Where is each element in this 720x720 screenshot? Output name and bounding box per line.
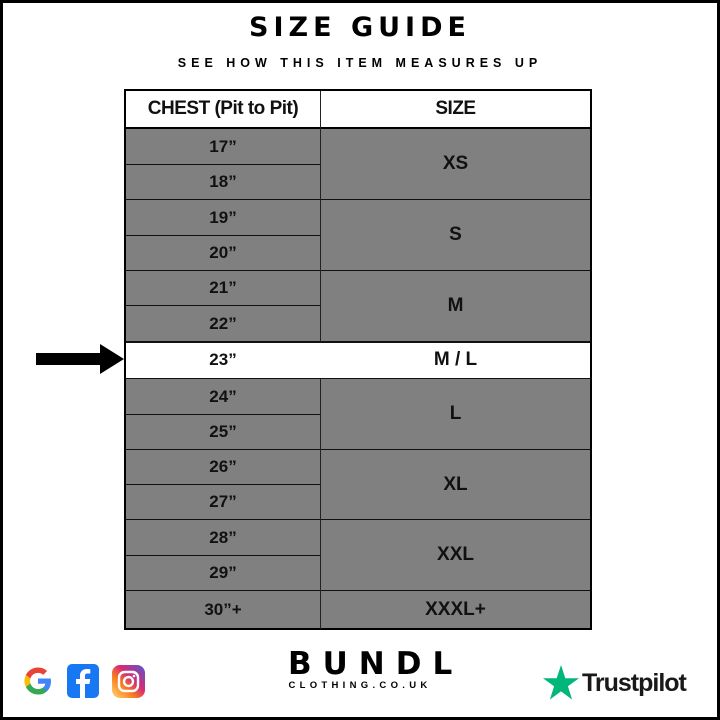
chest-cell: 28” — [126, 520, 320, 556]
chest-cell: 27” — [126, 485, 320, 520]
chest-cell: 29” — [126, 556, 320, 591]
chest-cell: 18” — [126, 165, 320, 200]
google-icon[interactable] — [21, 664, 55, 698]
chest-cell: 20” — [126, 236, 320, 271]
column-divider — [320, 450, 321, 520]
chest-cell: 24” — [126, 379, 320, 415]
facebook-icon[interactable] — [67, 664, 99, 698]
page-title: SIZE GUIDE — [249, 12, 471, 43]
arrow-right-icon — [36, 344, 124, 374]
column-divider — [320, 520, 321, 591]
column-divider — [320, 379, 321, 450]
chest-cell: 21” — [126, 271, 320, 306]
size-cell: M / L — [321, 342, 590, 379]
brand-name: BUNDL — [288, 646, 464, 682]
column-divider — [320, 591, 321, 629]
header-chest: CHEST (Pit to Pit) — [126, 91, 320, 129]
chest-cell: 30”+ — [204, 600, 242, 619]
brand-logo: BUNDL CLOTHING.CO.UK — [278, 646, 464, 691]
chest-cell: 22” — [126, 306, 320, 342]
size-cell: XXL — [321, 520, 590, 591]
column-divider — [320, 129, 321, 200]
column-divider — [320, 200, 321, 271]
highlight-row — [126, 342, 590, 379]
column-divider — [320, 271, 321, 342]
trustpilot-text: Trustpilot — [582, 668, 687, 697]
chest-cell: 23” — [126, 342, 320, 379]
size-cell: XXXL+ — [425, 599, 486, 620]
subtitle: SEE HOW THIS ITEM MEASURES UP — [177, 56, 543, 70]
trustpilot-logo[interactable]: Trustpilot — [542, 664, 687, 702]
chest-cell: 25” — [126, 415, 320, 450]
instagram-icon[interactable] — [112, 665, 145, 698]
size-table: CHEST (Pit to Pit) SIZE 17” 18” 19” 20” 21” 2… — [124, 89, 592, 630]
size-cell: M — [321, 271, 590, 342]
star-icon — [543, 665, 579, 700]
header-size: SIZE — [321, 91, 590, 129]
size-cell: S — [321, 200, 590, 271]
chest-cell: 17” — [126, 129, 320, 165]
column-divider — [320, 91, 321, 129]
size-cell: XL — [321, 450, 590, 520]
chest-cell: 26” — [126, 450, 320, 485]
size-cell: L — [321, 379, 590, 450]
chest-cell: 19” — [126, 200, 320, 236]
brand-url: CLOTHING.CO.UK — [288, 680, 432, 691]
size-cell: XS — [321, 129, 590, 200]
